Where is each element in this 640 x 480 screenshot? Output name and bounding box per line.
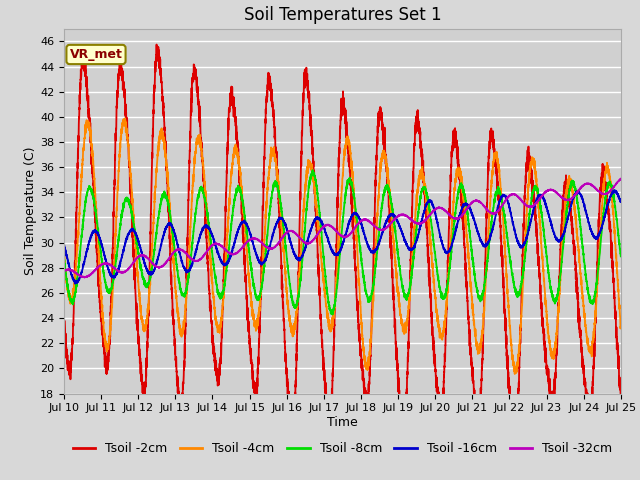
Tsoil -4cm bbox=[273, 166, 281, 171]
Tsoil -4cm bbox=[518, 301, 526, 307]
Tsoil -32cm bbox=[518, 198, 525, 204]
Line: Tsoil -2cm: Tsoil -2cm bbox=[64, 45, 621, 441]
Tsoil -16cm bbox=[71, 281, 79, 287]
Tsoil -4cm bbox=[60, 254, 68, 260]
Tsoil -2cm bbox=[60, 324, 68, 329]
Tsoil -16cm bbox=[518, 244, 525, 250]
Tsoil -8cm bbox=[476, 293, 483, 299]
Tsoil -2cm bbox=[161, 146, 169, 152]
Tsoil -2cm bbox=[422, 215, 430, 220]
Legend: Tsoil -2cm, Tsoil -4cm, Tsoil -8cm, Tsoil -16cm, Tsoil -32cm: Tsoil -2cm, Tsoil -4cm, Tsoil -8cm, Tsoi… bbox=[68, 437, 617, 460]
Tsoil -16cm bbox=[273, 219, 281, 225]
Tsoil -4cm bbox=[422, 198, 430, 204]
Tsoil -8cm bbox=[422, 190, 430, 195]
Tsoil -16cm bbox=[617, 199, 625, 204]
Line: Tsoil -32cm: Tsoil -32cm bbox=[64, 179, 621, 277]
Tsoil -16cm bbox=[161, 226, 169, 231]
Tsoil -8cm bbox=[328, 312, 336, 317]
Tsoil -32cm bbox=[60, 268, 68, 274]
Line: Tsoil -8cm: Tsoil -8cm bbox=[64, 170, 621, 314]
Tsoil -4cm bbox=[617, 324, 625, 330]
Title: Soil Temperatures Set 1: Soil Temperatures Set 1 bbox=[244, 6, 441, 24]
Tsoil -32cm bbox=[273, 242, 281, 248]
Text: VR_met: VR_met bbox=[70, 48, 122, 61]
Tsoil -16cm bbox=[476, 235, 483, 240]
Tsoil -8cm bbox=[308, 167, 316, 173]
Tsoil -2cm bbox=[394, 382, 402, 387]
Tsoil -32cm bbox=[422, 216, 430, 222]
Tsoil -32cm bbox=[161, 261, 169, 266]
Tsoil -32cm bbox=[394, 213, 402, 219]
Tsoil -2cm bbox=[476, 402, 483, 408]
Tsoil -16cm bbox=[611, 187, 619, 193]
Tsoil -8cm bbox=[60, 254, 68, 260]
Tsoil -2cm bbox=[153, 42, 161, 48]
Tsoil -8cm bbox=[394, 253, 402, 259]
Tsoil -8cm bbox=[273, 182, 280, 188]
Tsoil -4cm bbox=[476, 346, 483, 351]
X-axis label: Time: Time bbox=[327, 416, 358, 429]
Tsoil -2cm bbox=[273, 165, 281, 171]
Line: Tsoil -16cm: Tsoil -16cm bbox=[64, 190, 621, 284]
Tsoil -2cm bbox=[617, 395, 625, 401]
Tsoil -4cm bbox=[121, 115, 129, 121]
Tsoil -32cm bbox=[476, 199, 483, 205]
Tsoil -16cm bbox=[60, 241, 68, 247]
Tsoil -2cm bbox=[518, 279, 526, 285]
Tsoil -16cm bbox=[394, 219, 402, 225]
Tsoil -32cm bbox=[617, 176, 625, 181]
Tsoil -8cm bbox=[161, 194, 169, 200]
Tsoil -32cm bbox=[81, 275, 88, 280]
Y-axis label: Soil Temperature (C): Soil Temperature (C) bbox=[24, 147, 37, 276]
Tsoil -4cm bbox=[394, 286, 402, 292]
Tsoil -2cm bbox=[289, 438, 296, 444]
Tsoil -16cm bbox=[422, 202, 430, 207]
Tsoil -8cm bbox=[518, 276, 526, 282]
Tsoil -4cm bbox=[161, 147, 169, 153]
Line: Tsoil -4cm: Tsoil -4cm bbox=[64, 118, 621, 374]
Tsoil -4cm bbox=[511, 371, 518, 377]
Tsoil -8cm bbox=[617, 253, 625, 259]
